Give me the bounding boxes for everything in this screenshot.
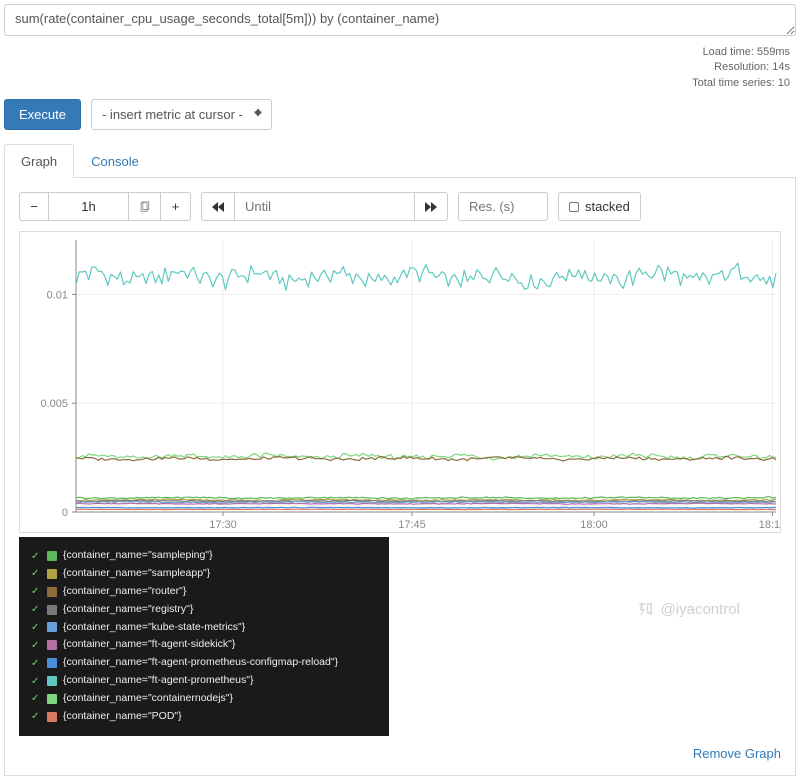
execute-button[interactable]: Execute [4,99,81,130]
graph-panel: − 1h + stacked 0 0.005 0.01 17:30 17:45 18:00… [4,178,796,775]
svg-text:18:15: 18:15 [759,519,780,531]
check-icon: ✓ [31,565,41,582]
metric-dropdown[interactable]: - insert metric at cursor - [91,99,272,130]
legend-label: {container_name="registry"} [63,601,193,619]
range-decrease-button[interactable]: − [19,192,49,221]
range-value[interactable]: 1h [49,192,129,221]
legend-label: {container_name="ft-agent-sidekick"} [63,636,235,654]
check-icon: ✓ [31,673,41,690]
tabs: Graph Console [4,144,796,178]
legend-swatch [47,694,57,704]
chart-container: 0 0.005 0.01 17:30 17:45 18:00 18:15 [19,231,781,533]
metric-select[interactable]: - insert metric at cursor - [91,99,272,130]
check-icon: ✓ [31,690,41,707]
legend-swatch [47,676,57,686]
timeseries-chart[interactable]: 0 0.005 0.01 17:30 17:45 18:00 18:15 [20,232,780,532]
svg-text:0: 0 [62,507,68,519]
legend-item[interactable]: ✓ {container_name="ft-agent-prometheus"} [31,672,377,690]
svg-text:0.005: 0.005 [40,398,68,410]
legend-item[interactable]: ✓ {container_name="ft-agent-prometheus-co… [31,654,377,672]
stat-resolution: Resolution: 14s [4,60,790,75]
legend-item[interactable]: ✓ {container_name="sampleapp"} [31,565,377,583]
check-icon: ✓ [31,619,41,636]
legend-label: {container_name="ft-agent-prometheus-con… [63,654,338,672]
legend-label: {container_name="sampleapp"} [63,565,210,583]
tab-graph[interactable]: Graph [4,144,74,178]
legend-item[interactable]: ✓ {container_name="containernodejs"} [31,690,377,708]
legend-swatch [47,569,57,579]
rewind-icon [212,202,224,212]
fastforward-icon [425,202,437,212]
legend-label: {container_name="ft-agent-prometheus"} [63,672,253,690]
legend-swatch [47,640,57,650]
svg-text:17:45: 17:45 [398,519,426,531]
legend-item[interactable]: ✓ {container_name="registry"} [31,601,377,619]
check-icon: ✓ [31,548,41,565]
time-back-button[interactable] [201,192,235,221]
legend-swatch [47,622,57,632]
legend-item[interactable]: ✓ {container_name="ft-agent-sidekick"} [31,636,377,654]
legend: ✓ {container_name="sampleping"} ✓ {containe… [19,537,389,735]
legend-label: {container_name="containernodejs"} [63,690,233,708]
stat-load-time: Load time: 559ms [4,45,790,60]
legend-label: {container_name="kube-state-metrics"} [63,619,245,637]
legend-item[interactable]: ✓ {container_name="POD"} [31,708,377,726]
clipboard-icon [139,201,150,213]
legend-item[interactable]: ✓ {container_name="router"} [31,583,377,601]
query-input[interactable] [4,4,796,36]
range-copy-button[interactable] [129,192,161,221]
resolution-input[interactable] [458,192,548,221]
tab-console[interactable]: Console [74,144,156,178]
check-icon: ✓ [31,708,41,725]
stacked-toggle[interactable]: stacked [558,192,641,221]
legend-swatch [47,587,57,597]
range-increase-button[interactable]: + [161,192,191,221]
legend-item[interactable]: ✓ {container_name="kube-state-metrics"} [31,619,377,637]
check-icon: ✓ [31,655,41,672]
legend-swatch [47,712,57,722]
legend-label: {container_name="POD"} [63,708,182,726]
query-stats: Load time: 559ms Resolution: 14s Total t… [4,45,796,91]
svg-text:18:00: 18:00 [580,519,608,531]
graph-toolbar: − 1h + stacked [19,192,781,221]
time-forward-button[interactable] [415,192,448,221]
legend-swatch [47,605,57,615]
stat-series: Total time series: 10 [4,76,790,91]
legend-label: {container_name="router"} [63,583,186,601]
check-icon: ✓ [31,637,41,654]
legend-item[interactable]: ✓ {container_name="sampleping"} [31,547,377,565]
legend-label: {container_name="sampleping"} [63,547,213,565]
check-icon: ✓ [31,601,41,618]
checkbox-icon [569,202,579,212]
remove-graph-link[interactable]: Remove Graph [693,746,781,761]
stacked-label: stacked [585,199,630,214]
svg-text:0.01: 0.01 [47,290,68,302]
legend-swatch [47,658,57,668]
check-icon: ✓ [31,583,41,600]
legend-swatch [47,551,57,561]
svg-text:17:30: 17:30 [209,519,237,531]
until-input[interactable] [235,192,415,221]
